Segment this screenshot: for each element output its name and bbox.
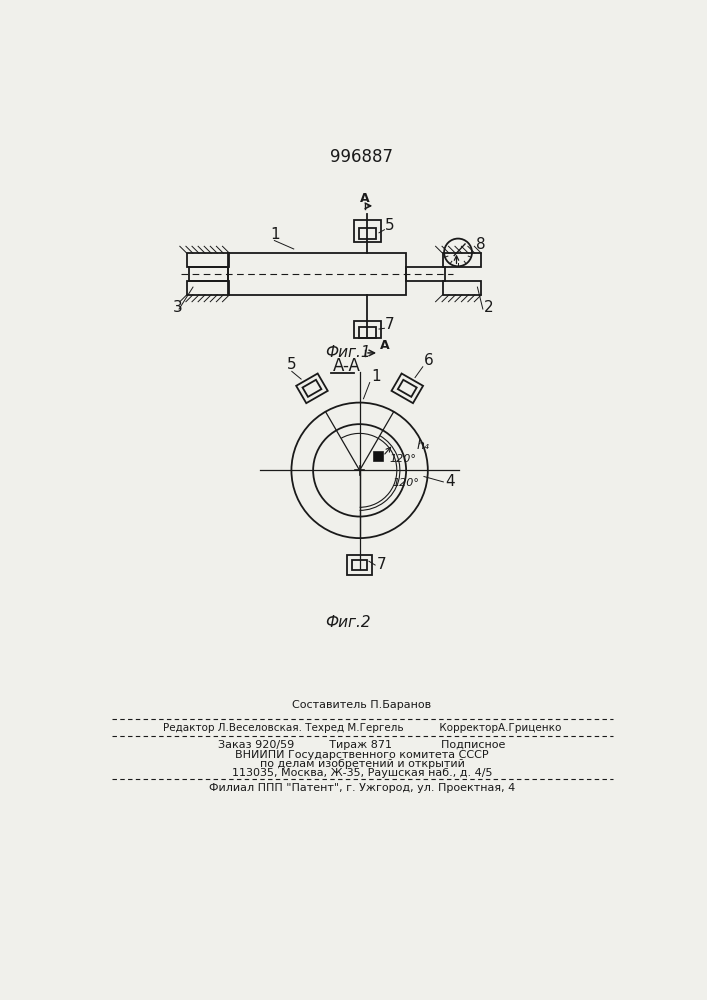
Text: 120°: 120° [390, 454, 416, 464]
Text: Фиг.2: Фиг.2 [325, 615, 370, 630]
Text: 120°: 120° [392, 478, 419, 488]
Text: h₄: h₄ [417, 439, 430, 452]
Bar [354, 220, 380, 242]
Bar [296, 373, 328, 403]
Text: 7: 7 [385, 317, 395, 332]
Bar [406, 267, 445, 281]
Text: 5: 5 [385, 218, 395, 233]
Text: Фиг.1: Фиг.1 [325, 345, 370, 360]
Text: 4: 4 [445, 474, 455, 489]
Text: Редактор Л.Веселовская. Техред М.Гергель           КорректорА.Гриценко: Редактор Л.Веселовская. Техред М.Гергель… [163, 723, 561, 733]
Text: A: A [380, 339, 390, 352]
Bar [303, 380, 322, 397]
Bar [359, 327, 376, 338]
Text: 996887: 996887 [330, 148, 394, 166]
Text: Составитель П.Баранов: Составитель П.Баранов [293, 700, 431, 710]
Text: 5: 5 [287, 357, 297, 372]
Bar [347, 555, 372, 575]
Bar [398, 380, 416, 397]
Text: 8: 8 [476, 237, 486, 252]
Bar [373, 451, 383, 461]
Bar [392, 373, 423, 403]
Bar [228, 253, 406, 295]
Bar [187, 253, 230, 267]
Text: Заказ 920/59          Тираж 871              Подписное: Заказ 920/59 Тираж 871 Подписное [218, 740, 506, 750]
Bar [443, 281, 481, 295]
Bar [189, 267, 228, 281]
Text: ВНИИПИ Государственного комитета СССР: ВНИИПИ Государственного комитета СССР [235, 750, 489, 760]
Text: 1: 1 [271, 227, 280, 242]
Bar [354, 321, 380, 338]
Text: A-A: A-A [332, 357, 361, 375]
Bar [352, 560, 368, 570]
Text: 2: 2 [484, 300, 493, 315]
Bar [443, 253, 481, 267]
Text: 3: 3 [173, 300, 182, 315]
Text: Филиал ППП "Патент", г. Ужгород, ул. Проектная, 4: Филиал ППП "Патент", г. Ужгород, ул. Про… [209, 783, 515, 793]
Text: по делам изобретений и открытий: по делам изобретений и открытий [259, 759, 464, 769]
Text: 7: 7 [377, 557, 386, 572]
Text: 6: 6 [424, 353, 434, 368]
Bar [187, 281, 230, 295]
Text: A: A [361, 192, 370, 205]
Text: 113035, Москва, Ж-35, Раушская наб., д. 4/5: 113035, Москва, Ж-35, Раушская наб., д. … [232, 768, 492, 778]
Bar [359, 228, 376, 239]
Text: 1: 1 [371, 369, 381, 384]
